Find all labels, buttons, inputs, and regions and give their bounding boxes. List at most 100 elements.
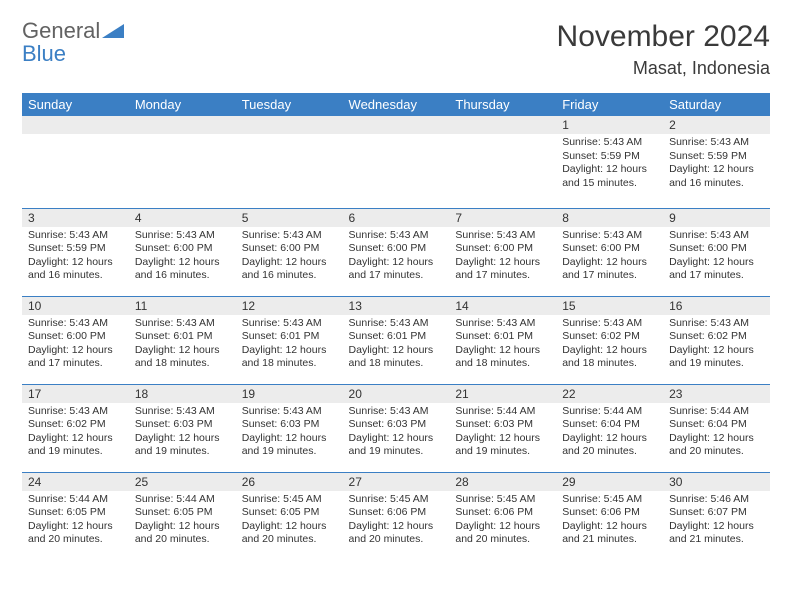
day-details: Sunrise: 5:44 AMSunset: 6:04 PMDaylight:… (556, 403, 663, 464)
day-details: Sunrise: 5:43 AMSunset: 5:59 PMDaylight:… (556, 134, 663, 195)
day-details: Sunrise: 5:43 AMSunset: 6:03 PMDaylight:… (236, 403, 343, 464)
calendar-cell: 9Sunrise: 5:43 AMSunset: 6:00 PMDaylight… (663, 208, 770, 296)
calendar-cell: 17Sunrise: 5:43 AMSunset: 6:02 PMDayligh… (22, 384, 129, 472)
calendar-cell: 16Sunrise: 5:43 AMSunset: 6:02 PMDayligh… (663, 296, 770, 384)
day-header-row: SundayMondayTuesdayWednesdayThursdayFrid… (22, 93, 770, 116)
day-details: Sunrise: 5:43 AMSunset: 6:01 PMDaylight:… (236, 315, 343, 376)
day-details: Sunrise: 5:43 AMSunset: 6:00 PMDaylight:… (22, 315, 129, 376)
day-number: 1 (556, 116, 663, 134)
day-number: 17 (22, 385, 129, 403)
day-details: Sunrise: 5:43 AMSunset: 6:00 PMDaylight:… (449, 227, 556, 288)
calendar-cell: 6Sunrise: 5:43 AMSunset: 6:00 PMDaylight… (343, 208, 450, 296)
logo-triangle-icon (102, 22, 124, 38)
day-header: Friday (556, 93, 663, 116)
day-number: 18 (129, 385, 236, 403)
calendar-cell: 25Sunrise: 5:44 AMSunset: 6:05 PMDayligh… (129, 472, 236, 560)
day-number (343, 116, 450, 134)
calendar-week: 10Sunrise: 5:43 AMSunset: 6:00 PMDayligh… (22, 296, 770, 384)
day-details: Sunrise: 5:43 AMSunset: 6:00 PMDaylight:… (236, 227, 343, 288)
day-number: 16 (663, 297, 770, 315)
day-details: Sunrise: 5:43 AMSunset: 6:01 PMDaylight:… (343, 315, 450, 376)
day-details: Sunrise: 5:44 AMSunset: 6:05 PMDaylight:… (129, 491, 236, 552)
day-details: Sunrise: 5:43 AMSunset: 6:02 PMDaylight:… (22, 403, 129, 464)
day-details: Sunrise: 5:43 AMSunset: 6:00 PMDaylight:… (129, 227, 236, 288)
day-number: 26 (236, 473, 343, 491)
day-header: Wednesday (343, 93, 450, 116)
day-header: Sunday (22, 93, 129, 116)
day-details: Sunrise: 5:43 AMSunset: 6:01 PMDaylight:… (449, 315, 556, 376)
calendar-cell: 18Sunrise: 5:43 AMSunset: 6:03 PMDayligh… (129, 384, 236, 472)
day-details: Sunrise: 5:43 AMSunset: 6:03 PMDaylight:… (129, 403, 236, 464)
day-number: 11 (129, 297, 236, 315)
day-number: 13 (343, 297, 450, 315)
calendar-cell: 7Sunrise: 5:43 AMSunset: 6:00 PMDaylight… (449, 208, 556, 296)
calendar-cell: 22Sunrise: 5:44 AMSunset: 6:04 PMDayligh… (556, 384, 663, 472)
day-number: 23 (663, 385, 770, 403)
calendar-cell (22, 116, 129, 208)
day-number: 12 (236, 297, 343, 315)
day-number: 3 (22, 209, 129, 227)
calendar-cell: 5Sunrise: 5:43 AMSunset: 6:00 PMDaylight… (236, 208, 343, 296)
day-header: Saturday (663, 93, 770, 116)
day-details: Sunrise: 5:45 AMSunset: 6:05 PMDaylight:… (236, 491, 343, 552)
day-number: 4 (129, 209, 236, 227)
location: Masat, Indonesia (557, 58, 770, 79)
day-details: Sunrise: 5:45 AMSunset: 6:06 PMDaylight:… (343, 491, 450, 552)
day-details: Sunrise: 5:43 AMSunset: 6:00 PMDaylight:… (663, 227, 770, 288)
day-details: Sunrise: 5:43 AMSunset: 6:02 PMDaylight:… (556, 315, 663, 376)
calendar-week: 24Sunrise: 5:44 AMSunset: 6:05 PMDayligh… (22, 472, 770, 560)
day-details: Sunrise: 5:44 AMSunset: 6:03 PMDaylight:… (449, 403, 556, 464)
day-number: 19 (236, 385, 343, 403)
logo-text-general: General (22, 18, 100, 43)
day-number: 9 (663, 209, 770, 227)
calendar-cell: 27Sunrise: 5:45 AMSunset: 6:06 PMDayligh… (343, 472, 450, 560)
day-number: 15 (556, 297, 663, 315)
calendar-cell: 12Sunrise: 5:43 AMSunset: 6:01 PMDayligh… (236, 296, 343, 384)
day-number: 22 (556, 385, 663, 403)
logo: General Blue (22, 20, 124, 66)
day-details: Sunrise: 5:45 AMSunset: 6:06 PMDaylight:… (449, 491, 556, 552)
calendar-cell: 2Sunrise: 5:43 AMSunset: 5:59 PMDaylight… (663, 116, 770, 208)
calendar-cell (236, 116, 343, 208)
day-number (236, 116, 343, 134)
calendar-cell: 13Sunrise: 5:43 AMSunset: 6:01 PMDayligh… (343, 296, 450, 384)
day-details: Sunrise: 5:44 AMSunset: 6:05 PMDaylight:… (22, 491, 129, 552)
day-details: Sunrise: 5:43 AMSunset: 6:03 PMDaylight:… (343, 403, 450, 464)
day-number: 2 (663, 116, 770, 134)
calendar-cell (449, 116, 556, 208)
day-header: Monday (129, 93, 236, 116)
day-number: 30 (663, 473, 770, 491)
calendar-cell: 14Sunrise: 5:43 AMSunset: 6:01 PMDayligh… (449, 296, 556, 384)
day-number (129, 116, 236, 134)
day-details: Sunrise: 5:45 AMSunset: 6:06 PMDaylight:… (556, 491, 663, 552)
calendar-cell: 30Sunrise: 5:46 AMSunset: 6:07 PMDayligh… (663, 472, 770, 560)
header: General Blue November 2024 Masat, Indone… (22, 20, 770, 79)
day-number: 25 (129, 473, 236, 491)
logo-text-blue: Blue (22, 41, 66, 66)
calendar-cell: 19Sunrise: 5:43 AMSunset: 6:03 PMDayligh… (236, 384, 343, 472)
day-number: 6 (343, 209, 450, 227)
calendar-cell: 11Sunrise: 5:43 AMSunset: 6:01 PMDayligh… (129, 296, 236, 384)
calendar-cell: 28Sunrise: 5:45 AMSunset: 6:06 PMDayligh… (449, 472, 556, 560)
calendar-week: 17Sunrise: 5:43 AMSunset: 6:02 PMDayligh… (22, 384, 770, 472)
day-number: 21 (449, 385, 556, 403)
day-number: 20 (343, 385, 450, 403)
calendar-cell: 20Sunrise: 5:43 AMSunset: 6:03 PMDayligh… (343, 384, 450, 472)
logo-text-block: General Blue (22, 20, 124, 66)
title-block: November 2024 Masat, Indonesia (557, 20, 770, 79)
day-header: Tuesday (236, 93, 343, 116)
calendar-week: 3Sunrise: 5:43 AMSunset: 5:59 PMDaylight… (22, 208, 770, 296)
day-number: 10 (22, 297, 129, 315)
day-number (22, 116, 129, 134)
calendar-cell: 21Sunrise: 5:44 AMSunset: 6:03 PMDayligh… (449, 384, 556, 472)
day-number (449, 116, 556, 134)
day-details: Sunrise: 5:43 AMSunset: 5:59 PMDaylight:… (22, 227, 129, 288)
calendar-cell: 4Sunrise: 5:43 AMSunset: 6:00 PMDaylight… (129, 208, 236, 296)
calendar-cell: 23Sunrise: 5:44 AMSunset: 6:04 PMDayligh… (663, 384, 770, 472)
calendar-cell: 26Sunrise: 5:45 AMSunset: 6:05 PMDayligh… (236, 472, 343, 560)
day-header: Thursday (449, 93, 556, 116)
calendar-table: SundayMondayTuesdayWednesdayThursdayFrid… (22, 93, 770, 560)
day-details: Sunrise: 5:43 AMSunset: 5:59 PMDaylight:… (663, 134, 770, 195)
calendar-cell (343, 116, 450, 208)
calendar-cell: 8Sunrise: 5:43 AMSunset: 6:00 PMDaylight… (556, 208, 663, 296)
